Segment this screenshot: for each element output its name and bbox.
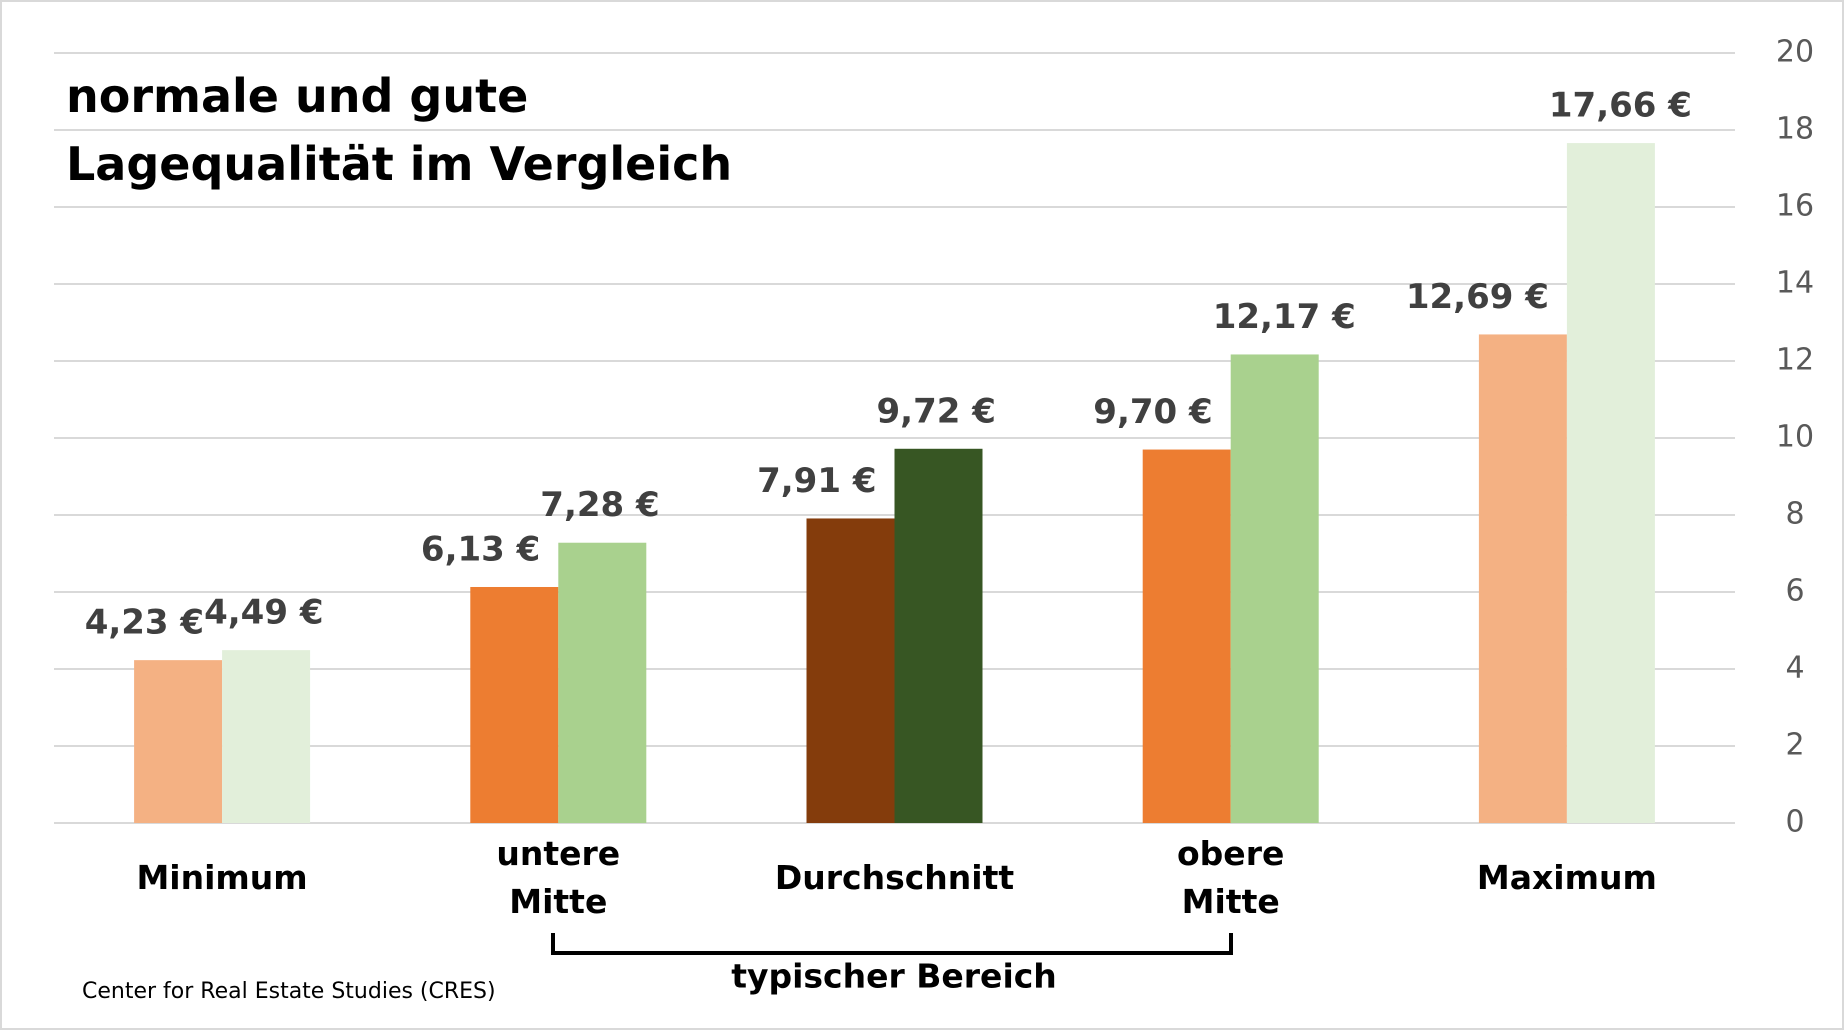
x-tick-label: obere Mitte: [1177, 834, 1285, 921]
bar: [1478, 334, 1567, 823]
bar: [470, 586, 559, 823]
y-tick-label: 14: [1776, 266, 1814, 301]
bar: [134, 660, 223, 823]
value-label: 12,17 €: [1213, 297, 1356, 337]
y-tick-label: 16: [1776, 189, 1814, 224]
y-tick-label: 12: [1776, 343, 1814, 378]
source: Center for Real Estate Studies (CRES): [82, 979, 496, 1004]
value-label: 9,72 €: [877, 391, 996, 431]
value-label: 12,69 €: [1406, 277, 1549, 317]
range-bracket: [551, 933, 1233, 955]
value-label: 7,91 €: [757, 461, 876, 501]
x-tick-label: untere Mitte: [496, 834, 621, 921]
y-tick-label: 20: [1776, 35, 1814, 70]
x-tick-label: Maximum: [1476, 858, 1657, 897]
bar: [1566, 143, 1655, 824]
bar: [1142, 449, 1231, 823]
bar: [1230, 354, 1319, 823]
y-tick-label: 10: [1776, 420, 1814, 455]
value-label: 6,13 €: [421, 529, 540, 569]
value-label: 4,23 €: [85, 603, 204, 643]
x-tick-label: Minimum: [136, 858, 308, 897]
value-label: 4,49 €: [204, 593, 323, 633]
y-tick-label: 6: [1785, 574, 1804, 609]
value-label: 9,70 €: [1093, 392, 1212, 432]
bar: [222, 650, 311, 823]
y-tick-label: 4: [1785, 651, 1804, 686]
value-label: 17,66 €: [1549, 86, 1692, 126]
x-tick-label: Durchschnitt: [774, 858, 1015, 897]
chart-title: normale und gute Lagequalität im Verglei…: [66, 69, 733, 191]
y-tick-label: 8: [1785, 497, 1804, 532]
bar: [806, 518, 895, 823]
y-tick-label: 0: [1785, 805, 1804, 840]
value-label: 7,28 €: [540, 485, 659, 525]
bar: [894, 448, 983, 823]
y-tick-label: 18: [1776, 112, 1814, 147]
y-tick-label: 2: [1785, 728, 1804, 763]
bar: [558, 542, 647, 823]
annotation: typischer Bereich: [731, 957, 1057, 996]
